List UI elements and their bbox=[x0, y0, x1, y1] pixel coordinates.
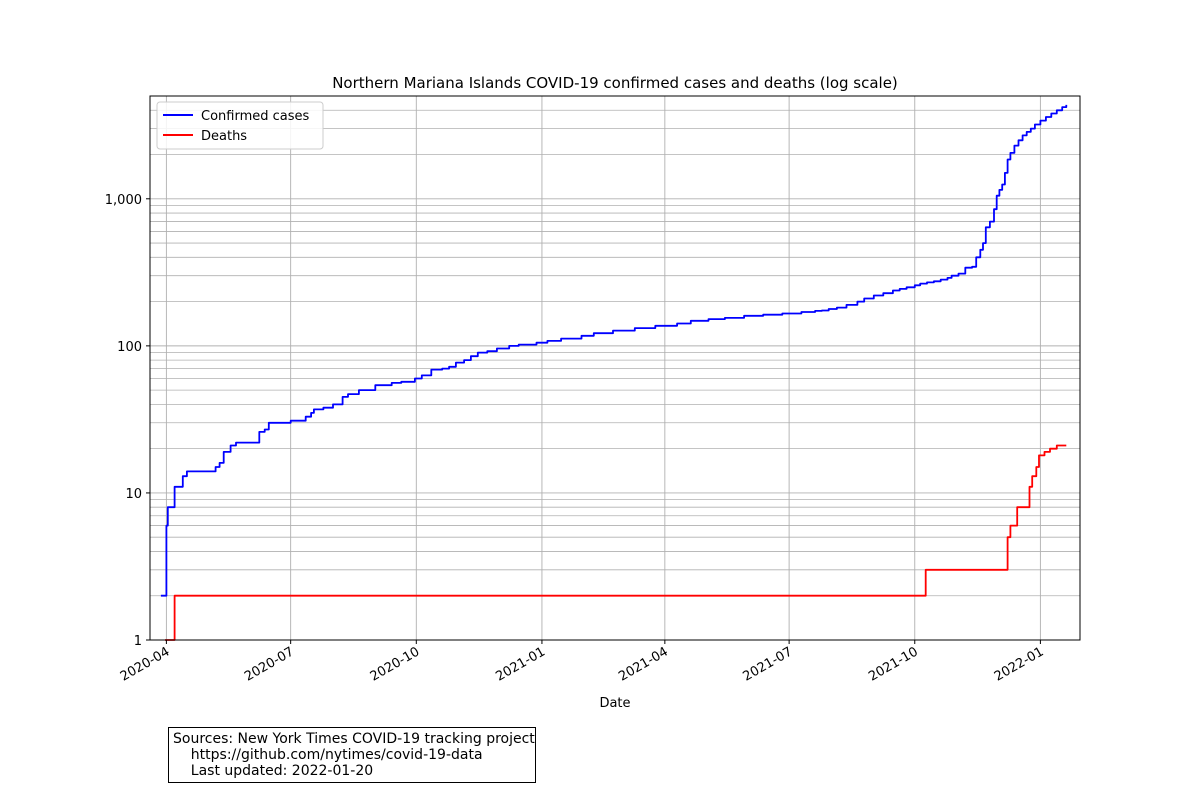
y-tick-label: 100 bbox=[117, 340, 142, 355]
source-note-line: Sources: New York Times COVID-19 trackin… bbox=[173, 731, 535, 747]
x-tick-label: 2021-04 bbox=[616, 644, 671, 684]
series-layer bbox=[160, 104, 1068, 641]
series-line-confirmed-cases bbox=[160, 104, 1068, 597]
plot-frame bbox=[149, 95, 1081, 641]
x-tick-label: 2020-04 bbox=[118, 644, 173, 684]
source-note-line: https://github.com/nytimes/covid-19-data bbox=[173, 747, 483, 763]
legend-label-confirmed-cases: Confirmed cases bbox=[201, 109, 310, 124]
x-tick-label: 2022-01 bbox=[992, 644, 1047, 684]
series-line-deaths bbox=[165, 444, 1067, 641]
x-tick-label: 2020-10 bbox=[368, 644, 423, 684]
y-tick-label: 10 bbox=[125, 487, 142, 502]
x-tick-label: 2020-07 bbox=[242, 644, 297, 684]
source-note-box: Sources: New York Times COVID-19 trackin… bbox=[168, 727, 536, 783]
y-tick-label: 1 bbox=[134, 634, 142, 649]
chart-title: Northern Mariana Islands COVID-19 confir… bbox=[332, 74, 898, 92]
x-axis-label: Date bbox=[599, 696, 630, 711]
legend: Confirmed cases Deaths bbox=[156, 101, 324, 150]
legend-box bbox=[156, 101, 324, 150]
grid-layer bbox=[150, 95, 1080, 641]
tick-layer: 2020-04 2020-07 2020-10 2021-01 2021-04 2021-… bbox=[105, 193, 1047, 685]
legend-label-deaths: Deaths bbox=[201, 129, 247, 144]
x-tick-label: 2021-07 bbox=[741, 644, 796, 684]
y-tick-label: 1,000 bbox=[105, 193, 142, 208]
x-tick-label: 2021-10 bbox=[866, 644, 921, 684]
x-tick-label: 2021-01 bbox=[493, 644, 548, 684]
source-note-line: Last updated: 2022-01-20 bbox=[173, 763, 374, 779]
